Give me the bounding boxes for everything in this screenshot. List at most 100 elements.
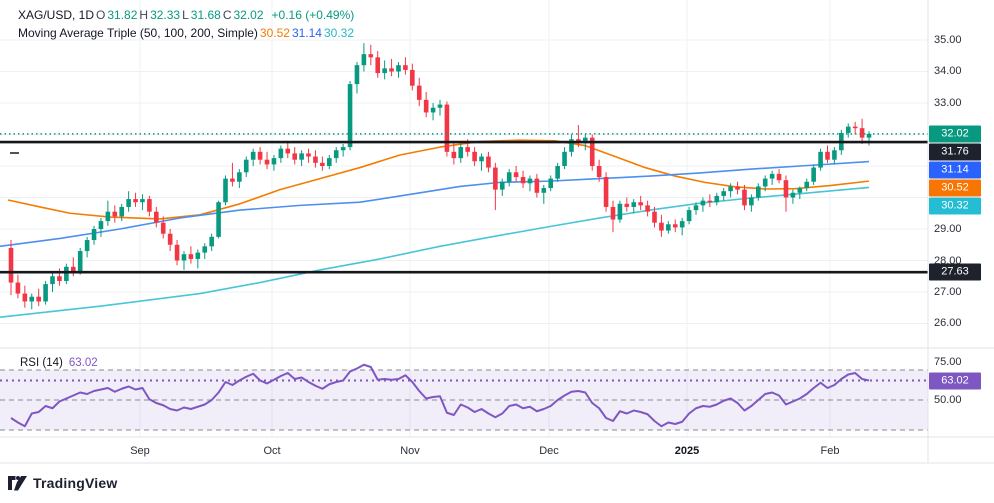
price-change: +0.16 (+0.49%) [271, 8, 355, 22]
candle-body [410, 69, 415, 86]
candle-body [333, 150, 339, 159]
candle-body [520, 177, 526, 184]
candle-body [603, 177, 609, 207]
time-axis[interactable] [0, 437, 994, 463]
candle-body [15, 282, 21, 294]
candle-body [818, 151, 823, 168]
ma-line-sma200 [0, 186, 870, 318]
rsi-indicator-title[interactable]: RSI (14) [20, 357, 63, 369]
candle-body [527, 178, 533, 184]
candle-body [583, 137, 588, 143]
candle-body [845, 126, 851, 133]
candle-body [22, 293, 28, 302]
candle-body [423, 99, 429, 113]
time-axis-label-nov: Nov [400, 445, 420, 457]
candle-body [638, 202, 643, 206]
candle-body [742, 189, 747, 206]
price-axis-label: 26.00 [934, 317, 962, 329]
candle-body [326, 158, 332, 166]
candle-body [859, 128, 865, 138]
candle-body [707, 200, 713, 203]
candle-body [361, 54, 367, 66]
candle-body [347, 84, 353, 148]
candle-body [64, 266, 69, 281]
candle-body [84, 240, 90, 252]
candle-body [154, 211, 159, 223]
candle-body [264, 159, 270, 165]
candle-body [57, 276, 62, 281]
candle-body [354, 65, 360, 85]
candle-body [320, 162, 325, 166]
ohlc-letter: H [139, 8, 149, 22]
candle-body [513, 172, 519, 178]
candle-body [119, 206, 125, 217]
tradingview-logo-icon [8, 475, 27, 490]
candle-body [216, 202, 221, 237]
candle-body [430, 107, 436, 113]
ma-legend-row: Moving Average Triple (50, 100, 200, Sim… [18, 26, 358, 40]
candle-body [285, 148, 291, 154]
candle-body [499, 181, 505, 190]
candle-body [292, 153, 297, 160]
candle-body [617, 203, 623, 220]
candle-body [396, 65, 401, 72]
candle-body [105, 211, 111, 222]
candle-body [313, 156, 318, 163]
candle-body [8, 247, 14, 283]
candle-body [804, 181, 810, 189]
ohlc-letter: L [182, 8, 189, 22]
ma-line-sma100 [0, 160, 870, 248]
candle-body [721, 191, 726, 196]
time-axis-label-sep: Sep [130, 445, 150, 457]
candle-body [306, 153, 311, 157]
ohlc-value: 32.02 [233, 8, 264, 22]
candle-body [451, 151, 457, 159]
price-axis-label: 75.00 [934, 356, 962, 368]
candle-body [160, 222, 166, 234]
candle-body [852, 126, 858, 129]
candle-body [769, 173, 775, 179]
candle-body [541, 188, 547, 193]
candle-body [832, 150, 837, 160]
candle-body [700, 200, 706, 206]
candle-body [624, 203, 630, 207]
candle-body [493, 167, 498, 190]
candle-body [645, 205, 650, 212]
candle-body [223, 178, 228, 203]
candle-body [693, 205, 699, 211]
candle-body [98, 221, 104, 229]
ma-value: 30.52 [259, 26, 290, 40]
hline-lower-badge: 27.63 [929, 263, 981, 281]
candle-body [50, 276, 55, 285]
candle-body [486, 156, 491, 168]
candle-body [250, 151, 256, 160]
candle-body [188, 254, 194, 259]
candle-body [728, 186, 733, 192]
candle-body [147, 199, 152, 212]
current-price-badge: 32.02 [929, 125, 981, 143]
tradingview-logo[interactable]: TradingView [8, 475, 117, 491]
candle-body [610, 206, 616, 220]
candle-body [340, 147, 346, 151]
candle-body [652, 211, 657, 223]
candle-body [70, 266, 76, 272]
candle-body [126, 199, 131, 207]
time-axis-label-2025: 2025 [674, 445, 700, 457]
candle-body [659, 222, 664, 231]
price-axis[interactable] [928, 0, 994, 437]
candle-body [202, 246, 208, 253]
symbol-title[interactable]: XAG/USD, 1D [18, 8, 95, 22]
candle-body [548, 178, 554, 189]
candle-body [209, 236, 214, 247]
candle-body [555, 166, 560, 179]
ma-indicator-title[interactable]: Moving Average Triple (50, 100, 200, Sim… [18, 26, 258, 40]
candle-body [735, 186, 740, 190]
candle-body [230, 178, 235, 182]
candle-body [43, 284, 48, 302]
candle-body [714, 195, 720, 203]
price-axis-label: 50.00 [934, 394, 962, 406]
candle-body [195, 252, 201, 259]
ohlc-legend-row: XAG/USD, 1D O 31.82 H 32.33 L 31.68 C 32.02 +0.16… [18, 8, 356, 22]
ohlc-value: 32.33 [150, 8, 181, 22]
